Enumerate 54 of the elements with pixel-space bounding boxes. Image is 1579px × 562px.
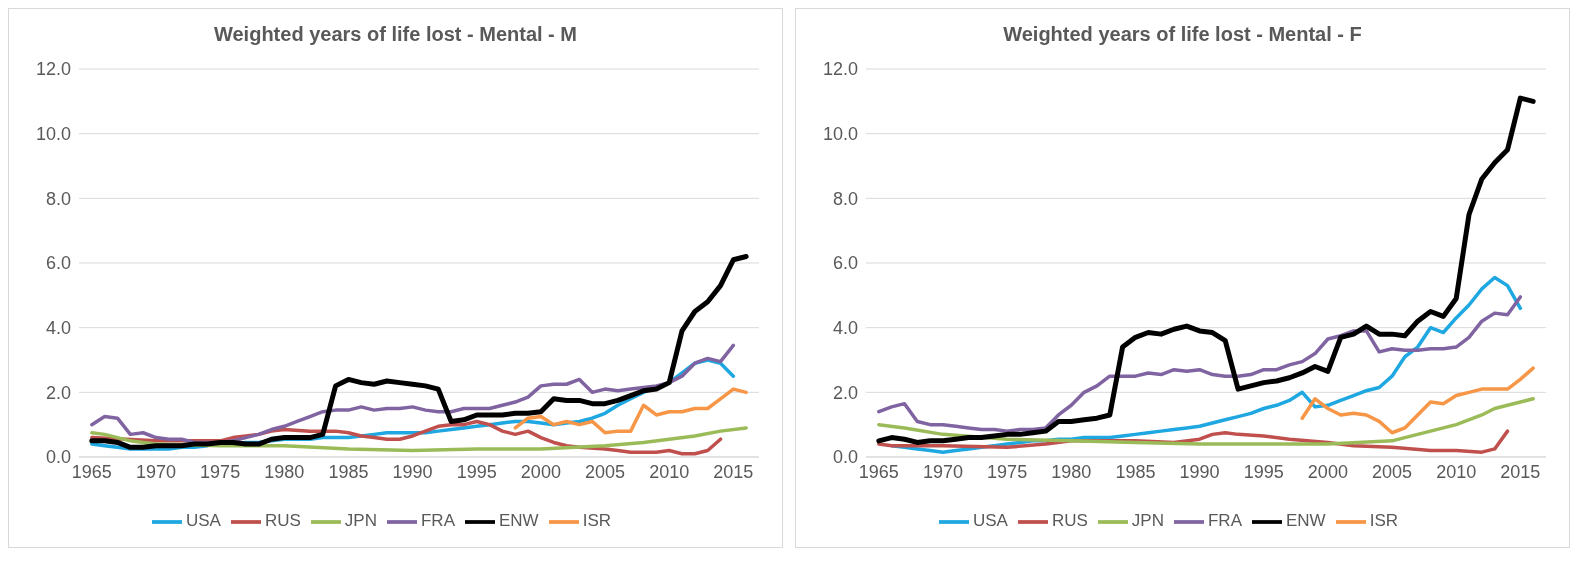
line-series — [513, 387, 748, 435]
x-tick-label: 1995 — [1243, 461, 1284, 482]
x-tick-label: 1990 — [392, 461, 433, 482]
y-tick-label: 6.0 — [832, 253, 858, 274]
y-tick-label: 12.0 — [822, 59, 858, 80]
x-tick-label: 1980 — [264, 461, 305, 482]
line-series — [877, 397, 1535, 446]
legend-label: USA — [972, 511, 1008, 531]
x-tick-label: 1970 — [922, 461, 963, 482]
chart-title: Weighted years of life lost - Mental - M — [213, 22, 578, 47]
x-tick-label: 1975 — [987, 461, 1028, 482]
x-tick-label: 2015 — [713, 461, 754, 482]
y-tick-label: 0.0 — [45, 447, 71, 468]
x-tick-label: 1975 — [200, 461, 241, 482]
y-tick-label: 4.0 — [45, 318, 71, 339]
x-tick-label: 1965 — [858, 461, 899, 482]
y-tick-label: 10.0 — [822, 124, 858, 145]
legend-label: FRA — [1207, 511, 1242, 531]
x-tick-label: 2005 — [1372, 461, 1413, 482]
x-tick-label: 1985 — [328, 461, 369, 482]
line-series — [1300, 366, 1535, 435]
line-series — [877, 295, 1523, 433]
x-tick-label: 2000 — [1307, 461, 1348, 482]
y-tick-label: 2.0 — [45, 382, 71, 403]
legend-label: RUS — [1051, 511, 1088, 531]
x-tick-label: 2015 — [1500, 461, 1541, 482]
y-tick-label: 6.0 — [45, 253, 71, 274]
legend-label: ISR — [582, 511, 611, 531]
x-tick-label: 1980 — [1051, 461, 1092, 482]
legend-label: JPN — [344, 511, 377, 531]
x-tick-label: 2010 — [649, 461, 690, 482]
x-tick-label: 2000 — [520, 461, 561, 482]
x-tick-label: 1995 — [456, 461, 497, 482]
legend-label: ENW — [498, 511, 539, 531]
y-tick-label: 2.0 — [832, 382, 858, 403]
legend-label: JPN — [1131, 511, 1164, 531]
y-tick-label: 4.0 — [832, 318, 858, 339]
x-tick-label: 1965 — [71, 461, 112, 482]
legend-label: FRA — [420, 511, 455, 531]
x-tick-label: 2005 — [585, 461, 626, 482]
legend-label: ENW — [1285, 511, 1326, 531]
x-tick-label: 1985 — [1115, 461, 1156, 482]
x-tick-label: 2010 — [1436, 461, 1477, 482]
x-tick-label: 1990 — [1179, 461, 1220, 482]
y-tick-label: 0.0 — [832, 447, 858, 468]
legend-label: ISR — [1369, 511, 1398, 531]
y-tick-label: 10.0 — [35, 124, 71, 145]
legend-label: USA — [185, 511, 221, 531]
y-tick-label: 8.0 — [45, 188, 71, 209]
x-tick-label: 1970 — [135, 461, 176, 482]
chart-title: Weighted years of life lost - Mental - F — [1002, 22, 1363, 47]
y-tick-label: 8.0 — [832, 188, 858, 209]
y-tick-label: 12.0 — [35, 59, 71, 80]
legend-label: RUS — [264, 511, 301, 531]
